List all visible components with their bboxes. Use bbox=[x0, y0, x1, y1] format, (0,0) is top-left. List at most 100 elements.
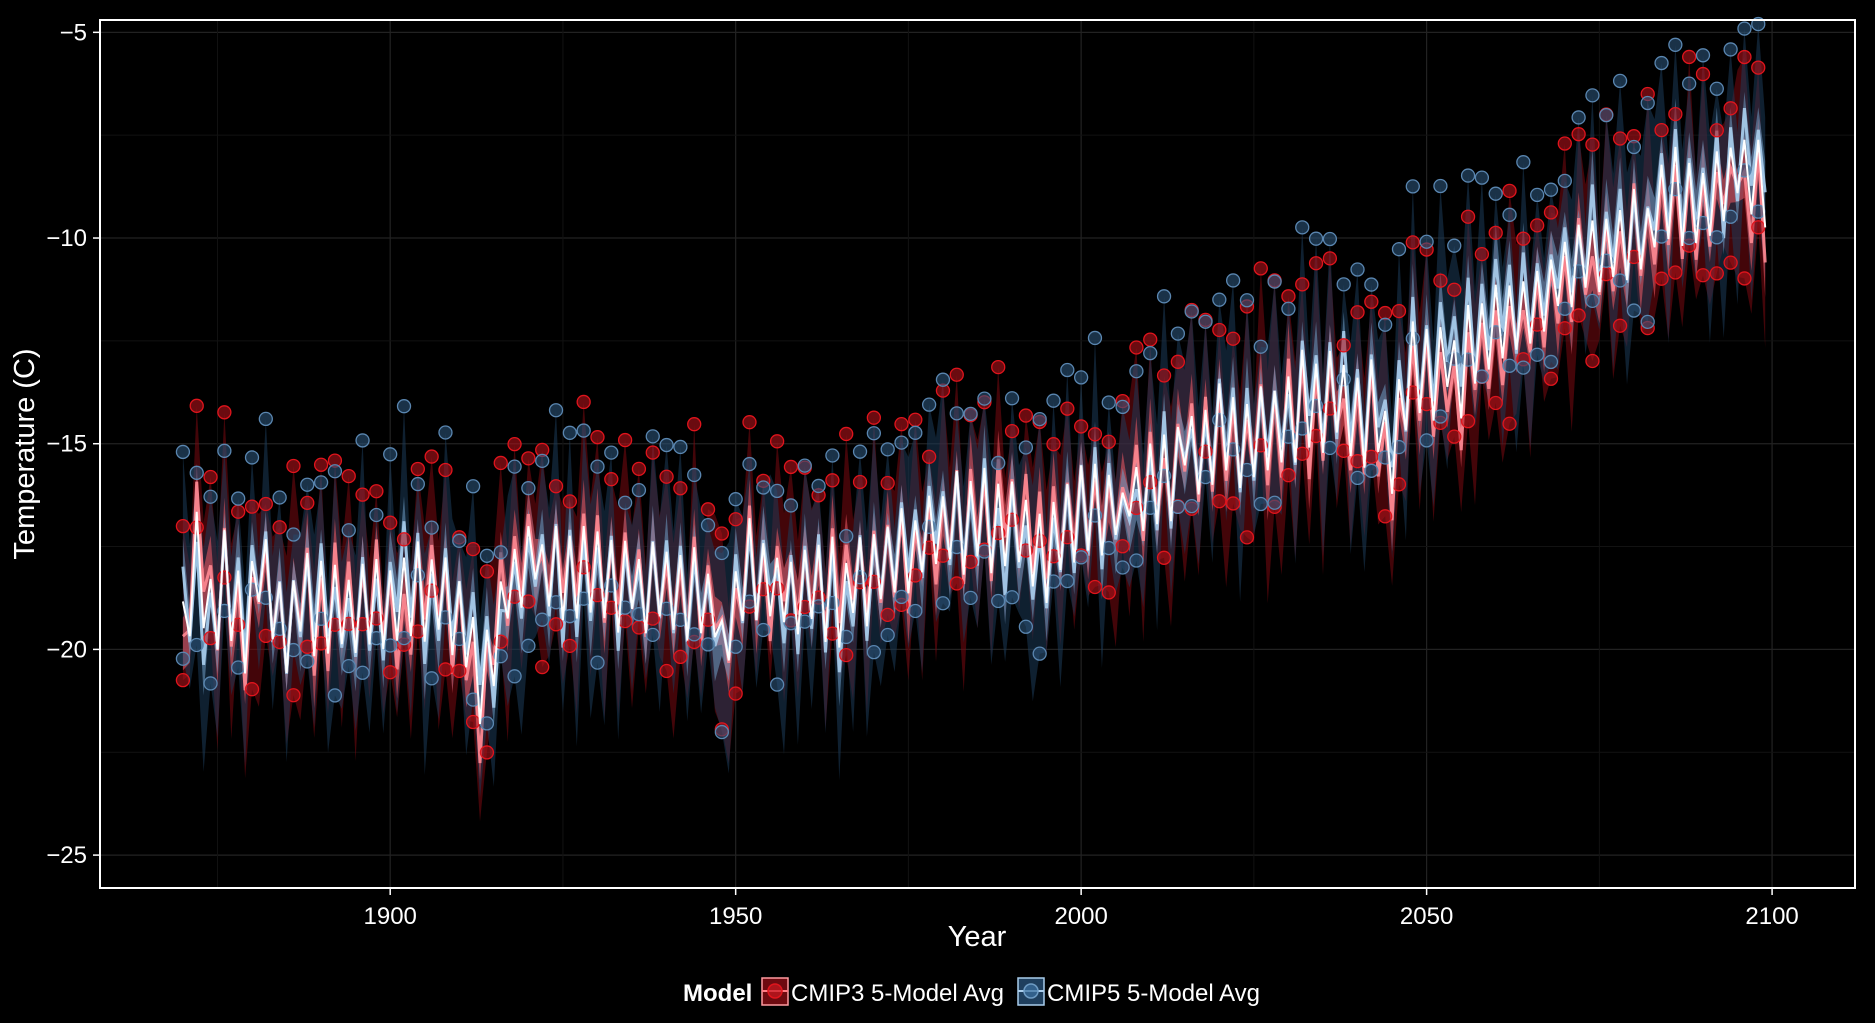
cmip5-data-point bbox=[1350, 470, 1365, 486]
cmip3-data-point bbox=[991, 359, 1006, 375]
cmip5-data-point bbox=[700, 637, 716, 652]
legend-key-cmip5 bbox=[1017, 977, 1045, 1006]
cmip5-data-point bbox=[1654, 55, 1669, 71]
cmip3-data-point bbox=[535, 659, 550, 675]
cmip5-data-point bbox=[1612, 273, 1628, 288]
cmip3-data-point bbox=[1695, 268, 1711, 283]
cmip3-data-point bbox=[286, 688, 301, 703]
legend: Model CMIP3 5-Model Avg CMIP5 5-Model Av… bbox=[683, 977, 1260, 1007]
cmip5-data-point bbox=[1543, 182, 1559, 197]
cmip5-data-point bbox=[700, 517, 716, 533]
cmip5-data-point bbox=[327, 464, 343, 479]
y-axis-title: Temperature (C) bbox=[9, 348, 41, 559]
cmip3-data-point bbox=[1723, 255, 1738, 270]
cmip3-data-point bbox=[880, 607, 895, 623]
cmip5-data-point bbox=[244, 450, 260, 465]
cmip5-data-point bbox=[189, 637, 204, 653]
cmip3-data-point bbox=[1460, 414, 1476, 429]
cmip5-data-point bbox=[645, 627, 660, 643]
plot-panel-border bbox=[99, 19, 1856, 889]
cmip5-data-point bbox=[880, 627, 895, 643]
cmip3-data-point bbox=[839, 647, 854, 663]
cmip5-data-point bbox=[659, 437, 674, 453]
cmip5-data-point bbox=[1557, 173, 1572, 188]
cmip5-data-point bbox=[1516, 155, 1531, 170]
cmip3-data-point bbox=[562, 638, 577, 653]
cmip3-data-point bbox=[1474, 246, 1490, 262]
cmip5-data-point bbox=[1695, 48, 1711, 63]
cmip5-data-point bbox=[1460, 168, 1476, 183]
cmip5-data-point bbox=[894, 589, 909, 605]
cmip3-data-point bbox=[1737, 271, 1752, 286]
cmip3-data-point bbox=[189, 398, 204, 413]
cmip5-data-point bbox=[935, 372, 951, 387]
cmip5-data-point bbox=[410, 476, 425, 492]
cmip5-data-point bbox=[203, 489, 218, 504]
cmip5-data-point bbox=[687, 627, 702, 642]
cmip3-data-point bbox=[244, 499, 260, 514]
cmip3-data-point bbox=[700, 612, 716, 627]
cmip3-data-point bbox=[1612, 131, 1628, 146]
cmip3-data-point bbox=[1654, 271, 1669, 286]
cmip3-data-point bbox=[590, 588, 605, 603]
cmip5-data-point bbox=[396, 630, 412, 646]
cmip3-data-point bbox=[327, 617, 343, 632]
cmip5-data-point bbox=[1281, 301, 1296, 316]
cmip5-data-point bbox=[880, 442, 895, 457]
cmip5-data-point bbox=[1295, 220, 1310, 235]
cmip3-data-point bbox=[645, 445, 660, 460]
cmip3-data-point bbox=[1129, 340, 1144, 355]
cmip3-data-point bbox=[1336, 338, 1351, 353]
cmip3-data-point bbox=[1087, 579, 1103, 595]
cmip3-data-point bbox=[714, 526, 730, 541]
cmip5-data-point bbox=[783, 498, 799, 513]
cmip5-data-point bbox=[1060, 573, 1075, 589]
cmip3-data-point bbox=[1723, 101, 1738, 116]
cmip3-data-point bbox=[1391, 303, 1407, 319]
cmip5-data-point bbox=[1626, 303, 1642, 318]
cmip5-data-point bbox=[1723, 42, 1738, 57]
cmip3-data-point bbox=[175, 518, 191, 534]
cmip5-data-point bbox=[493, 545, 508, 560]
cmip5-data-point bbox=[1585, 88, 1600, 103]
cmip3-data-point bbox=[1654, 122, 1669, 138]
cmip3-data-point bbox=[1156, 368, 1172, 383]
cmip3-data-point bbox=[1668, 265, 1683, 280]
cmip3-data-point bbox=[825, 473, 840, 488]
cmip3-data-point bbox=[286, 458, 301, 474]
cmip3-data-point bbox=[1170, 354, 1186, 369]
cmip3-data-point bbox=[396, 532, 412, 547]
cmip3-data-point bbox=[769, 434, 785, 449]
cmip5-data-point bbox=[355, 433, 370, 448]
overall-mean-line bbox=[181, 139, 1767, 725]
cmip5-data-point bbox=[1115, 399, 1130, 415]
cmip5-data-point bbox=[1322, 231, 1338, 247]
legend-label-cmip3: CMIP3 5-Model Avg bbox=[791, 980, 1004, 1007]
cmip5-data-point bbox=[300, 654, 315, 669]
y-tick-label: −25 bbox=[46, 842, 87, 869]
cmip5-data-point bbox=[1364, 277, 1379, 292]
cmip3-data-point bbox=[687, 417, 702, 432]
cmip3-data-point bbox=[1225, 331, 1241, 346]
cmip3-data-point bbox=[631, 461, 647, 477]
cmip5-data-point bbox=[977, 391, 992, 406]
cmip5-data-point bbox=[1129, 553, 1144, 568]
cmip3-data-point bbox=[1502, 416, 1517, 431]
cmip3-data-point bbox=[1295, 277, 1310, 292]
cmip3-data-point bbox=[1322, 251, 1338, 266]
cmip3-data-point bbox=[244, 682, 260, 697]
cmip3-data-point bbox=[1101, 585, 1116, 600]
cmip5-data-point bbox=[175, 444, 191, 460]
cmip5-data-point bbox=[769, 677, 785, 692]
cmip5-data-point bbox=[1101, 540, 1116, 556]
cmip5-data-point bbox=[217, 443, 232, 458]
cmip5-data-point bbox=[286, 527, 301, 542]
cmip3-data-point bbox=[369, 611, 384, 626]
cmip5-data-point bbox=[1668, 37, 1683, 52]
cmip3-data-point bbox=[217, 405, 232, 420]
cmip5-data-point bbox=[1018, 440, 1034, 455]
cmip3-data-point bbox=[1543, 205, 1559, 220]
cmip5-data-point bbox=[1018, 619, 1034, 634]
cmip3-data-point bbox=[908, 412, 923, 427]
x-tick-label: 1900 bbox=[364, 903, 417, 930]
